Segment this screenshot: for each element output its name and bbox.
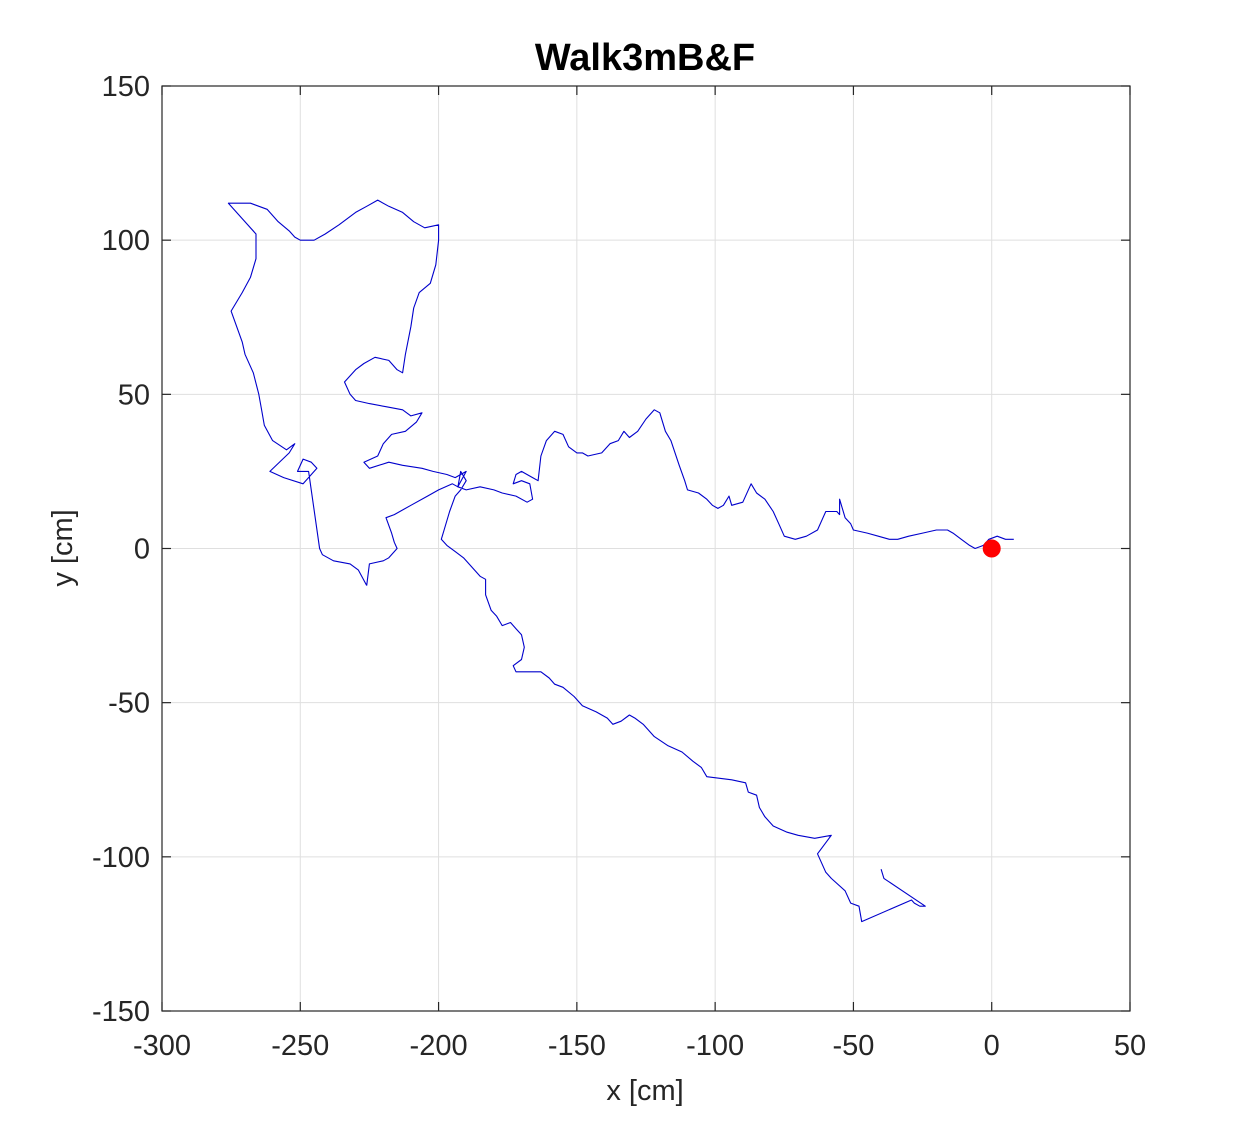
trajectory-line — [440, 409, 1014, 923]
x-axis-label: x [cm] — [606, 1075, 683, 1107]
x-tick-label: -250 — [271, 1030, 329, 1062]
x-tick-label: -200 — [410, 1030, 468, 1062]
trajectory-line — [227, 199, 467, 586]
grid-lines — [161, 85, 1131, 1012]
y-tick-label: -100 — [92, 842, 150, 874]
y-tick-label: 50 — [118, 379, 150, 411]
axis-ticks: -300 -250 -200 -150 -100 -50 0 50 -150 -100 -50 0 50… — [92, 71, 1146, 1062]
x-tick-label: -50 — [832, 1030, 874, 1062]
plot-data — [227, 199, 1014, 923]
x-tick-label: -300 — [133, 1030, 191, 1062]
y-tick-label: 0 — [134, 534, 150, 566]
y-tick-label: 150 — [102, 71, 150, 103]
origin-marker — [982, 539, 1001, 558]
x-tick-label: 50 — [1114, 1030, 1146, 1062]
y-axis-label: y [cm] — [47, 509, 79, 586]
y-tick-label: -50 — [108, 688, 150, 720]
x-tick-label: -150 — [548, 1030, 606, 1062]
y-tick-label: 100 — [102, 225, 150, 257]
y-tick-label: -150 — [92, 996, 150, 1028]
chart-title: Walk3mB&F — [535, 37, 755, 79]
x-tick-label: -100 — [686, 1030, 744, 1062]
x-tick-label: 0 — [984, 1030, 1000, 1062]
